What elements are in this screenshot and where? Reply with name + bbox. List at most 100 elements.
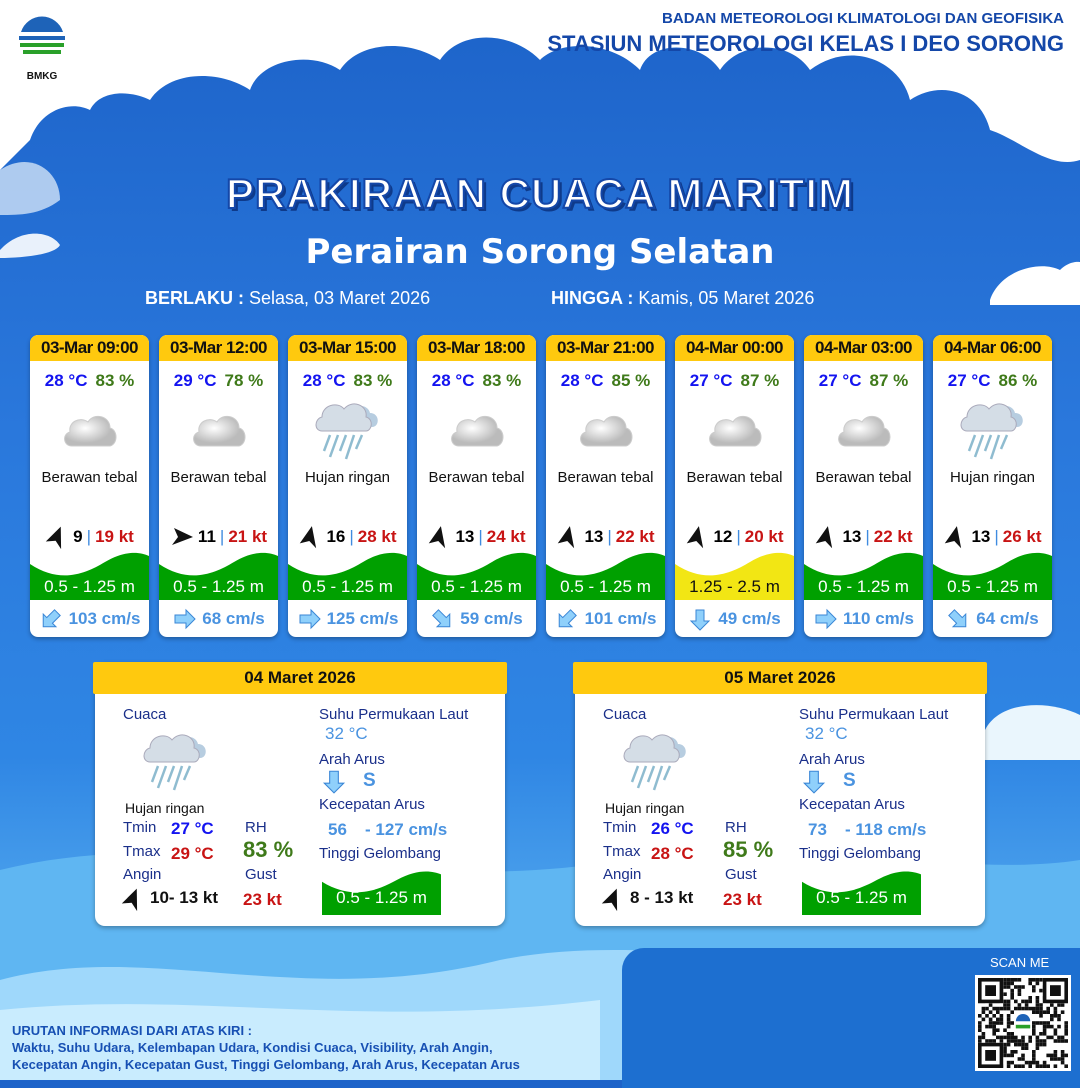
humidity: 78 %	[224, 371, 264, 390]
weather-condition: Hujan ringan	[125, 800, 205, 816]
wave-height: 0.5 - 1.25 m	[302, 577, 393, 596]
valid-from-value: Selasa, 03 Maret 2026	[249, 288, 431, 308]
rh-label: RH	[725, 819, 747, 836]
wind-direction-icon	[45, 526, 62, 549]
valid-to-value: Kamis, 05 Maret 2026	[638, 288, 815, 308]
wave-height-icon	[417, 552, 536, 600]
wave-height: 0.5 - 1.25 m	[431, 577, 522, 596]
current-direction-icon	[690, 609, 711, 631]
tmin-value: 26 °C	[651, 819, 694, 838]
humidity: 87 %	[869, 371, 909, 390]
humidity: 83 %	[482, 371, 522, 390]
current-direction-icon	[299, 608, 321, 630]
forecast-time: 03-Mar 09:00	[30, 335, 149, 361]
rain-cloud-icon	[960, 403, 1023, 460]
current-speed: 101 cm/s	[584, 609, 657, 628]
qr-code[interactable]	[975, 975, 1071, 1071]
air-temperature: 28 °C	[302, 371, 346, 390]
cloud-icon	[450, 415, 503, 447]
weather-condition: Berawan tebal	[428, 469, 525, 486]
wind-direction-icon	[558, 526, 575, 549]
current-speed-max: - 127 cm/s	[365, 820, 448, 839]
wind-direction-icon	[816, 526, 833, 549]
gust-speed: 24 kt	[486, 527, 526, 546]
current-speed: 125 cm/s	[326, 609, 399, 628]
wave-height: 0.5 - 1.25 m	[560, 577, 651, 596]
air-temperature: 27 °C	[818, 371, 862, 390]
scan-me-label: SCAN ME	[990, 955, 1050, 970]
forecast-time: 03-Mar 15:00	[288, 335, 407, 361]
humidity: 85 %	[611, 371, 651, 390]
wind-direction-icon	[601, 888, 618, 912]
wave-height: 0.5 - 1.25 m	[818, 577, 909, 596]
daily-date: 04 Maret 2026	[93, 662, 507, 694]
current-speed-min: 56	[328, 820, 347, 839]
valid-to: HINGGA : Kamis, 05 Maret 2026	[551, 288, 814, 309]
current-direction-icon	[948, 609, 967, 628]
current-speed: 64 cm/s	[976, 609, 1039, 628]
wave-height-label: Tinggi Gelombang	[319, 845, 442, 862]
air-temperature: 28 °C	[431, 371, 475, 390]
wind-speed: 12	[713, 527, 733, 546]
wind-value: 10- 13 kt	[150, 888, 219, 907]
forecast-card: 04-Mar 00:00 27 °C 87 % Berawan tebal 12 |…	[675, 335, 794, 637]
wind-label: Angin	[123, 866, 162, 883]
air-temperature: 27 °C	[947, 371, 991, 390]
air-temperature: 28 °C	[44, 371, 88, 390]
gust-speed: 28 kt	[357, 527, 397, 546]
wind-direction-icon	[300, 526, 317, 549]
gust-speed: 22 kt	[615, 527, 655, 546]
divider: |	[349, 527, 354, 546]
wave-height: 0.5 - 1.25 m	[173, 577, 264, 596]
forecast-card: 03-Mar 12:00 29 °C 78 % Berawan tebal 11 |…	[159, 335, 278, 637]
wind-speed: 16	[326, 527, 346, 546]
forecast-card: 03-Mar 09:00 28 °C 83 % Berawan tebal 9 | 1…	[30, 335, 149, 637]
tmax-value: 28 °C	[651, 844, 694, 863]
daily-summary-panel: 05 Maret 2026 Cuaca Hujan ringan Tmin 26…	[573, 662, 987, 926]
wave-height-label: Tinggi Gelombang	[799, 845, 922, 862]
wind-label: Angin	[603, 866, 642, 883]
cloud-icon	[63, 415, 116, 447]
tmin-value: 27 °C	[171, 819, 214, 838]
gust-speed: 19 kt	[95, 527, 134, 546]
rh-value: 85 %	[723, 837, 774, 862]
current-direction-label: Arah Arus	[799, 751, 865, 768]
current-direction-icon	[322, 770, 346, 794]
wave-height-icon	[804, 552, 923, 600]
wind-speed: 13	[584, 527, 604, 546]
current-speed-max: - 118 cm/s	[845, 820, 927, 839]
footer-line-2: Kecepatan Angin, Kecepatan Gust, Tinggi …	[12, 1057, 520, 1072]
gust-speed: 22 kt	[873, 527, 913, 546]
logo-text: BMKG	[26, 71, 58, 82]
current-direction-icon	[802, 770, 826, 794]
legend-footer: URUTAN INFORMASI DARI ATAS KIRI : Waktu,…	[12, 1022, 520, 1073]
wind-speed: 13	[842, 527, 862, 546]
wave-height-icon	[30, 552, 149, 600]
forecast-card: 03-Mar 21:00 28 °C 85 % Berawan tebal 13 |…	[546, 335, 665, 637]
gust-value: 23 kt	[243, 890, 282, 909]
cloud-icon	[192, 415, 245, 447]
weather-condition: Berawan tebal	[815, 469, 912, 486]
wind-speed: 9	[73, 527, 83, 546]
divider: |	[219, 527, 225, 546]
wave-height-icon	[288, 552, 407, 600]
current-speed-min: 73	[808, 820, 827, 839]
divider: |	[736, 527, 741, 546]
page-subtitle: Perairan Sorong Selatan	[305, 232, 775, 272]
wind-value: 8 - 13 kt	[630, 888, 694, 907]
rain-cloud-icon	[315, 403, 378, 460]
sst-value: 32 °C	[805, 724, 848, 743]
wave-height-value: 0.5 - 1.25 m	[336, 888, 427, 907]
current-direction-value: S	[843, 770, 856, 791]
page-title: PRAKIRAAN CUACA MARITIM	[225, 169, 855, 218]
rain-cloud-icon	[143, 734, 206, 791]
humidity: 83 %	[95, 371, 135, 390]
gust-speed: 26 kt	[1002, 527, 1042, 546]
sst-label: Suhu Permukaan Laut	[319, 706, 469, 723]
forecast-time: 04-Mar 06:00	[933, 335, 1052, 361]
air-temperature: 28 °C	[560, 371, 604, 390]
current-speed: 59 cm/s	[460, 609, 523, 628]
cloud-icon	[579, 415, 632, 447]
forecast-time: 03-Mar 18:00	[417, 335, 536, 361]
forecast-time: 03-Mar 12:00	[159, 335, 278, 361]
